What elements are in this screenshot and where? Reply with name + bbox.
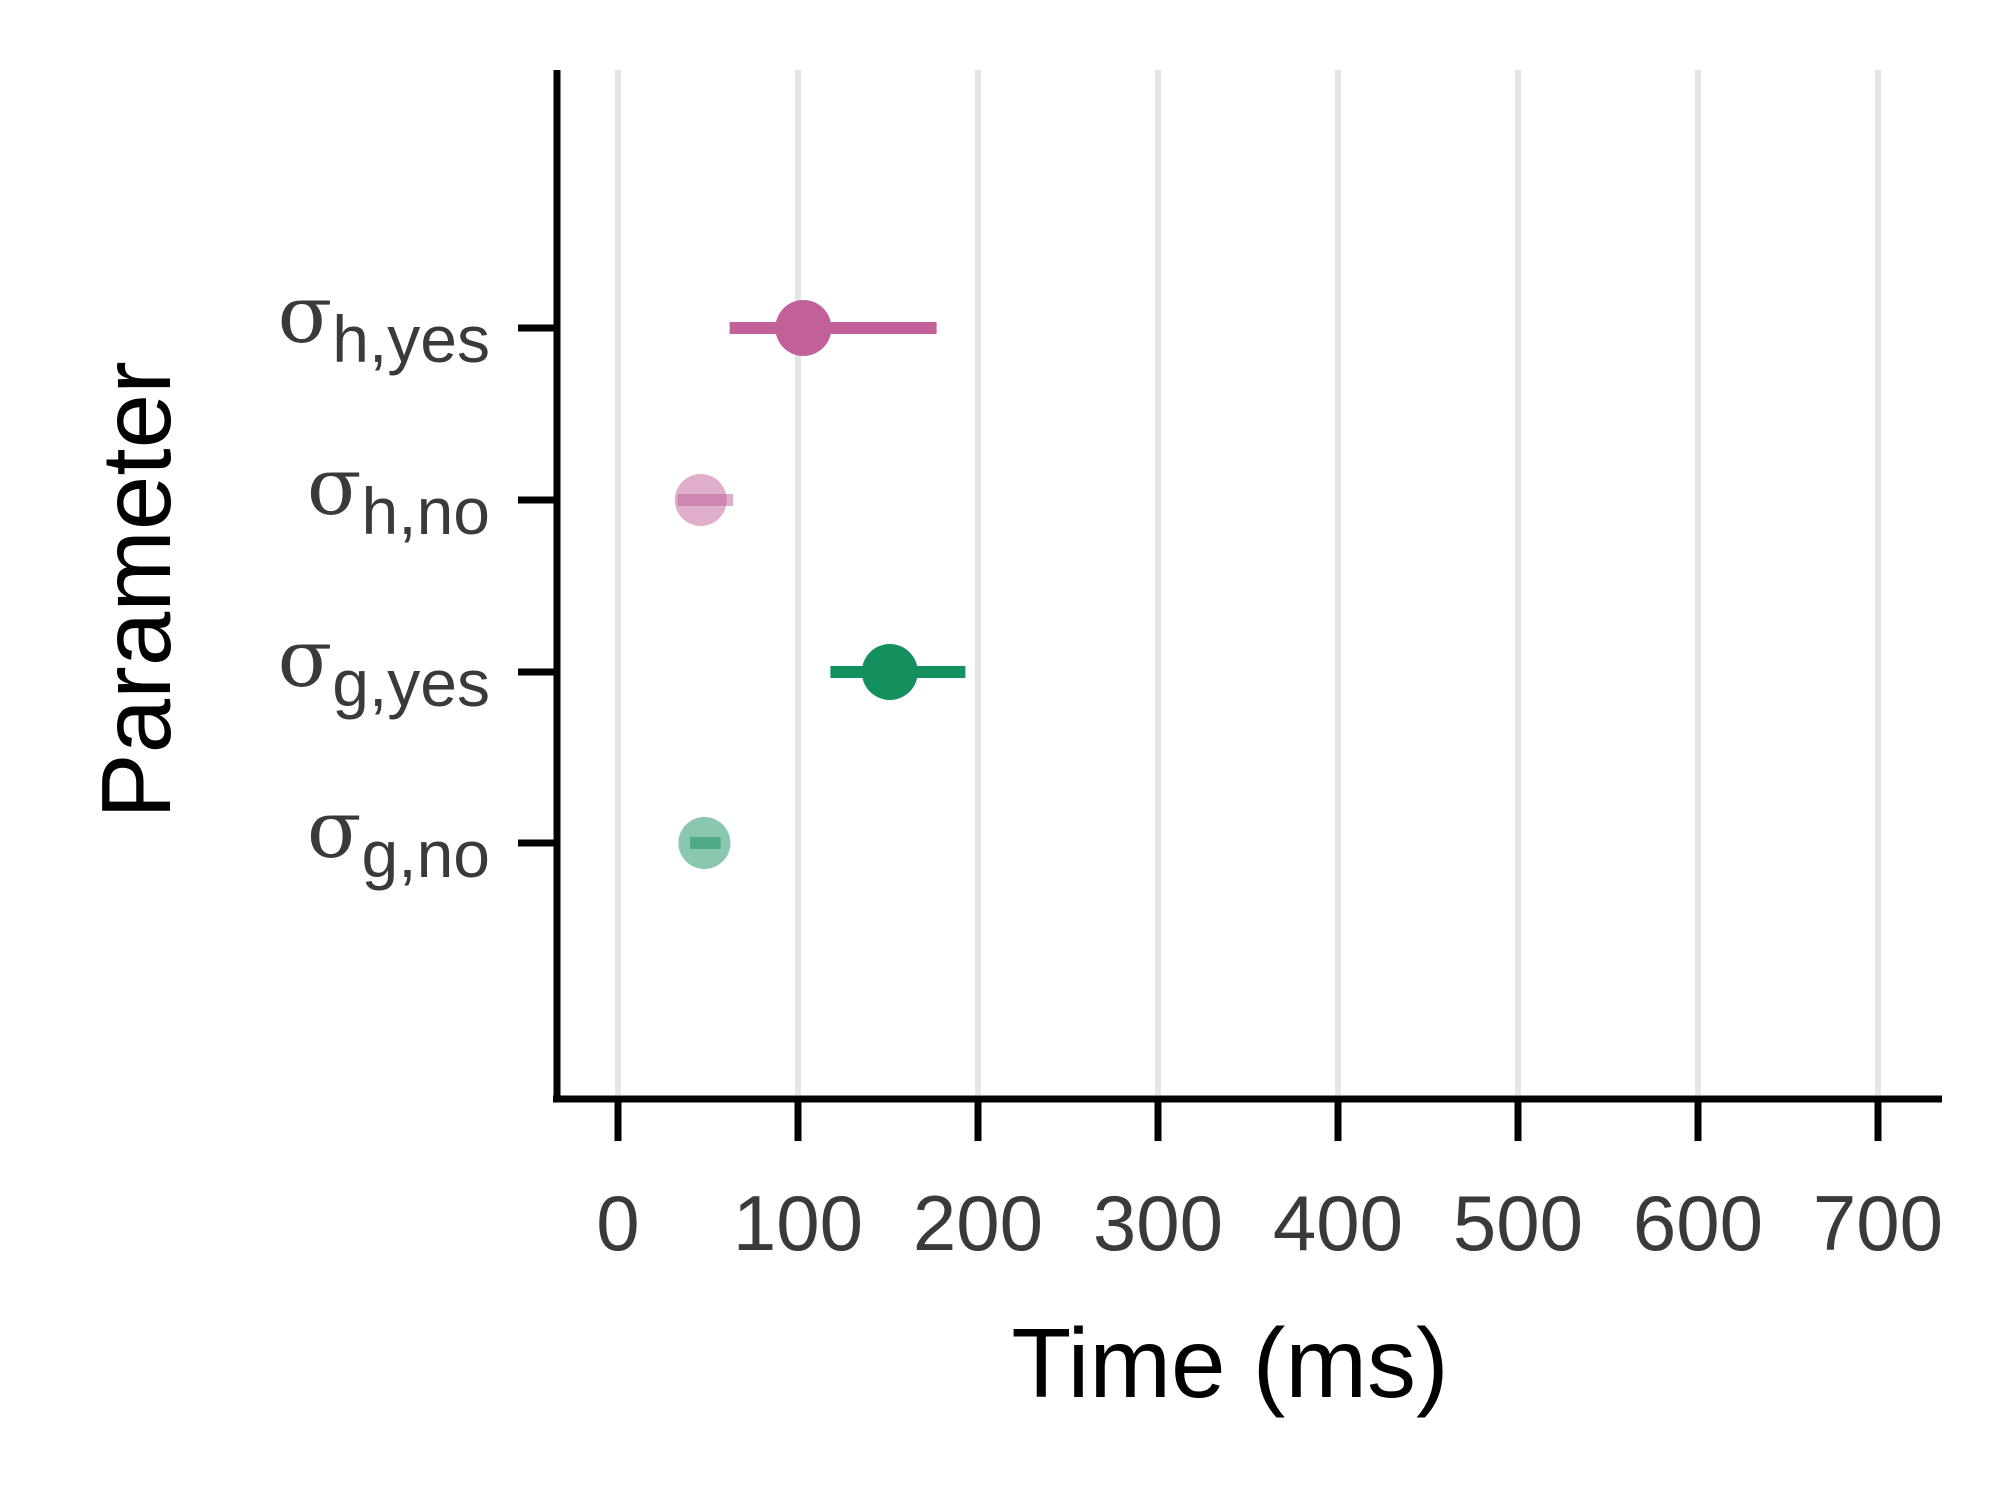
point-estimate: [861, 644, 918, 700]
y-axis-title: Parameter: [81, 361, 191, 819]
x-tick-label: 0: [596, 1179, 639, 1267]
x-tick-label: 400: [1273, 1179, 1403, 1267]
data-marks: [674, 300, 966, 869]
x-tick-labels: 0 100 200 300 400 500 600 700: [596, 1179, 1943, 1267]
axes: [518, 70, 1942, 1141]
point-estimate: [678, 817, 731, 869]
x-axis-title: Time (ms): [1011, 1308, 1448, 1418]
y-tick-label: σg,yes: [278, 612, 490, 720]
point-estimate: [775, 300, 832, 356]
y-tick-label: σg,no: [307, 783, 490, 891]
x-tick-label: 500: [1453, 1179, 1583, 1267]
grid-lines: [615, 70, 1881, 1095]
y-tick-labels: σh,yes σh,no σg,yes σg,no: [278, 268, 490, 891]
y-tick-label: σh,no: [307, 440, 490, 548]
x-tick-label: 700: [1813, 1179, 1943, 1267]
x-tick-label: 600: [1633, 1179, 1763, 1267]
x-tick-label: 300: [1093, 1179, 1223, 1267]
point-estimate: [674, 474, 727, 526]
x-tick-label: 100: [733, 1179, 863, 1267]
y-tick-label: σh,yes: [278, 268, 490, 376]
x-tick-label: 200: [913, 1179, 1043, 1267]
